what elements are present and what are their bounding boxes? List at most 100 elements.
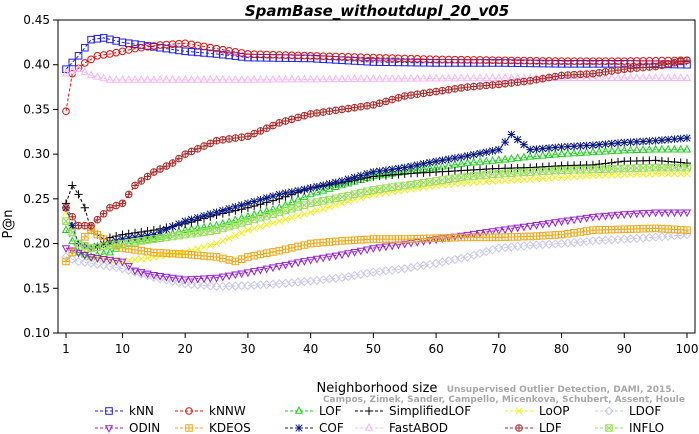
- point-ldof-27: [224, 281, 234, 291]
- point-fastabod-12: [130, 74, 140, 83]
- point-cof-10: [118, 235, 127, 243]
- point-ldf-85: [589, 69, 597, 78]
- point-ldf-29: [237, 133, 246, 141]
- point-lof-35: [275, 202, 284, 211]
- point-inflo-50: [369, 186, 378, 194]
- legend: kNN kNNW LOF SimplifiedLOF LoOP LDOF ODIN KDEOS…: [95, 404, 664, 434]
- point-kdeos-37: [288, 244, 296, 252]
- legend-item-ldof: LDOF: [595, 404, 661, 418]
- point-cof-16: [156, 228, 164, 236]
- point-inflo-19: [175, 231, 183, 240]
- point-lof-96: [657, 144, 667, 153]
- point-ldf-55: [400, 92, 409, 100]
- point-cof-87: [601, 140, 610, 148]
- point-kdeos-48: [357, 236, 365, 244]
- point-cof-8: [106, 238, 114, 247]
- point-odin-64: [457, 232, 466, 241]
- legend-marker-cof: [295, 424, 303, 432]
- point-odin-48: [356, 247, 365, 256]
- point-ldf-10: [118, 199, 127, 208]
- point-kdeos-2: [68, 248, 77, 257]
- point-simplifiedlof-95: [651, 156, 660, 165]
- point-inflo-34: [269, 210, 277, 218]
- point-loop-90: [620, 171, 628, 179]
- x-tick-label-2: 20: [178, 342, 193, 356]
- point-odin-13: [137, 269, 146, 277]
- point-inflo-23: [200, 228, 208, 236]
- point-odin-42: [319, 254, 328, 263]
- legend-label-lof: LOF: [319, 404, 342, 418]
- point-ldof-33: [262, 279, 272, 290]
- point-kdeos-29: [237, 255, 246, 264]
- point-lof-89: [613, 145, 623, 154]
- point-ldf-86: [595, 69, 603, 77]
- x-tick-label-7: 70: [491, 342, 506, 356]
- point-fastabod-13: [137, 74, 146, 83]
- point-ldof-11: [124, 265, 134, 276]
- point-fastabod-18: [168, 74, 177, 83]
- point-odin-71: [500, 226, 510, 235]
- point-odin-16: [155, 272, 165, 281]
- point-lof-19: [174, 226, 184, 235]
- point-fastabod-39: [300, 74, 309, 83]
- point-ldf-81: [564, 71, 572, 79]
- point-kdeos-99: [676, 225, 685, 234]
- point-inflo-59: [426, 178, 434, 186]
- point-kdeos-83: [576, 228, 585, 236]
- legend-item-kdeos: KDEOS: [175, 421, 251, 434]
- point-kdeos-34: [269, 248, 277, 256]
- point-lof-21: [187, 224, 196, 233]
- point-loop-15: [150, 253, 158, 261]
- point-cof-82: [570, 142, 578, 151]
- point-ldf-74: [520, 77, 528, 86]
- point-odin-24: [206, 275, 215, 283]
- point-ldof-63: [450, 254, 460, 265]
- point-lof-85: [588, 147, 598, 156]
- point-cof-64: [457, 153, 465, 161]
- point-cof-27: [225, 204, 233, 213]
- x-tick-label-1: 10: [115, 342, 130, 356]
- point-lof-73: [513, 153, 522, 162]
- point-ldof-7: [99, 260, 109, 270]
- point-lof-40: [306, 189, 315, 198]
- point-ldf-5: [87, 221, 95, 230]
- point-loop-78: [545, 174, 553, 182]
- point-loop-32: [256, 222, 265, 231]
- point-kdeos-12: [131, 246, 139, 254]
- point-odin-75: [526, 222, 535, 231]
- point-ldof-87: [600, 235, 611, 245]
- point-loop-69: [488, 177, 497, 185]
- point-knn-9: [112, 37, 120, 45]
- legend-marker-odin: [104, 425, 114, 433]
- point-inflo-45: [338, 193, 346, 201]
- point-cof-100: [683, 134, 691, 142]
- point-fastabod-35: [275, 74, 284, 83]
- point-ldof-30: [243, 280, 253, 291]
- point-kdeos-24: [206, 252, 215, 261]
- point-ldof-92: [632, 233, 642, 243]
- point-odin-44: [331, 252, 340, 261]
- point-lof-87: [601, 146, 610, 155]
- point-lof-75: [526, 151, 535, 160]
- point-ldof-89: [613, 234, 623, 245]
- point-ldf-77: [538, 74, 547, 83]
- point-kdeos-84: [582, 227, 591, 235]
- point-loop-24: [206, 241, 214, 250]
- point-odin-31: [250, 268, 259, 276]
- point-odin-69: [488, 228, 497, 237]
- point-ldf-71: [501, 79, 509, 88]
- point-inflo-43: [325, 195, 334, 204]
- point-lof-79: [551, 149, 560, 158]
- point-fastabod-90: [620, 73, 629, 81]
- point-cof-98: [670, 135, 679, 143]
- point-fastabod-19: [174, 74, 184, 83]
- point-cof-63: [451, 154, 459, 162]
- plot-frame: [57, 19, 696, 334]
- point-kdeos-91: [626, 225, 635, 233]
- point-fastabod-50: [369, 74, 378, 82]
- point-loop-92: [633, 170, 641, 179]
- point-ldf-46: [344, 104, 353, 113]
- point-loop-97: [664, 170, 672, 178]
- point-odin-19: [174, 275, 184, 284]
- point-lof-63: [450, 159, 460, 168]
